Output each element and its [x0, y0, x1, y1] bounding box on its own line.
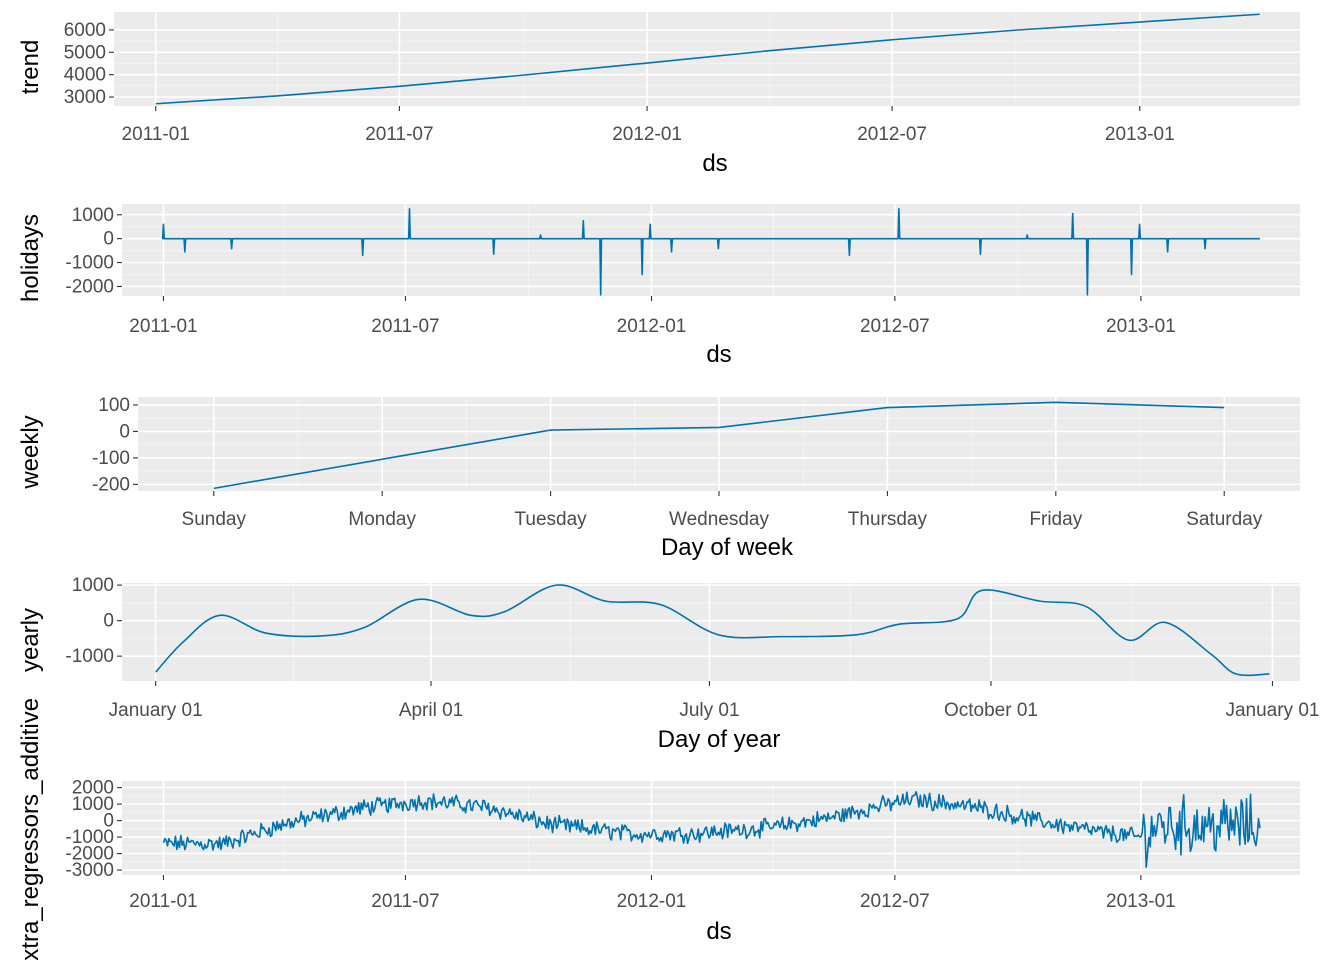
y-axis-title: trend — [17, 40, 44, 95]
y-tick-label: -1000 — [65, 646, 114, 667]
x-axis-title: Day of year — [658, 726, 781, 753]
x-tick-label: Tuesday — [515, 509, 588, 530]
x-tick-label: 2013-01 — [1106, 891, 1176, 912]
y-tick-label: -1000 — [65, 827, 114, 848]
x-tick-label: January 01 — [1225, 700, 1319, 721]
series-line — [155, 584, 1270, 677]
x-tick-label: 2013-01 — [1105, 124, 1175, 145]
y-tick-label: 0 — [103, 811, 114, 832]
x-tick-label: 2013-01 — [1106, 316, 1176, 337]
x-tick-label: Thursday — [848, 509, 928, 530]
y-axis-title: holidays — [17, 214, 44, 302]
x-tick-label: Sunday — [182, 509, 247, 530]
panel-yearly: -1000 0 1000 January 01 April 01 July 01 Octob… — [17, 575, 1319, 753]
x-tick-label: April 01 — [399, 700, 463, 721]
x-axis-title: ds — [706, 918, 731, 945]
panel-background — [114, 12, 1300, 106]
x-tick-label: 2011-01 — [129, 316, 197, 337]
x-tick-label: Wednesday — [669, 509, 769, 530]
y-tick-label: 1000 — [72, 794, 114, 815]
y-tick-label: 5000 — [64, 42, 106, 63]
x-tick-label: 2011-01 — [129, 891, 197, 912]
x-tick-label: 2012-01 — [612, 124, 682, 145]
y-axis-title: extra_regressors_additive — [17, 698, 44, 960]
x-tick-label: 2011-07 — [371, 316, 439, 337]
y-tick-label: -3000 — [65, 860, 114, 881]
y-tick-label: -100 — [92, 448, 130, 469]
series-line — [213, 401, 1225, 490]
y-tick-label: -200 — [92, 474, 130, 495]
x-axis-title: ds — [706, 341, 731, 368]
panel-holidays: -2000-1000 0 1000 2011-01 2011-07 2012-01 2012… — [17, 204, 1300, 368]
y-tick-label: -1000 — [65, 253, 114, 274]
x-tick-label: January 01 — [109, 700, 203, 721]
panel-background — [122, 204, 1300, 296]
y-tick-label: 0 — [103, 611, 114, 632]
x-tick-label: 2011-01 — [122, 124, 190, 145]
y-tick-label: 3000 — [64, 87, 106, 108]
y-tick-label: 0 — [119, 421, 130, 442]
panel-weekly: -200 -100 0 100 Sunday Monday Tuesday Wednesday… — [17, 395, 1300, 561]
y-axis-title: weekly — [17, 415, 44, 489]
x-tick-label: Friday — [1029, 509, 1082, 530]
x-axis-title: ds — [702, 150, 727, 177]
x-tick-label: 2012-01 — [617, 891, 687, 912]
x-tick-label: 2011-07 — [365, 124, 433, 145]
y-tick-label: 1000 — [72, 575, 114, 596]
y-tick-label: 6000 — [64, 20, 106, 41]
x-tick-label: 2012-01 — [617, 316, 687, 337]
x-tick-label: 2012-07 — [860, 316, 930, 337]
x-tick-label: Saturday — [1186, 509, 1263, 530]
series-line — [161, 207, 1260, 296]
y-tick-label: 1000 — [72, 205, 114, 226]
x-tick-label: Monday — [348, 509, 416, 530]
y-tick-label: 0 — [103, 229, 114, 250]
x-axis-title: Day of week — [661, 534, 794, 561]
x-tick-label: July 01 — [679, 700, 739, 721]
y-tick-label: 100 — [98, 395, 130, 416]
y-tick-label: 4000 — [64, 65, 106, 86]
x-tick-label: October 01 — [944, 700, 1038, 721]
y-axis-title: yearly — [17, 608, 44, 672]
x-tick-label: 2012-07 — [860, 891, 930, 912]
y-tick-label: -2000 — [65, 276, 114, 297]
x-tick-label: 2011-07 — [371, 891, 439, 912]
x-tick-label: 2012-07 — [857, 124, 927, 145]
y-tick-label: 2000 — [72, 778, 114, 799]
series-line — [155, 13, 1260, 105]
y-tick-label: -2000 — [65, 844, 114, 865]
series-line — [162, 791, 1261, 868]
